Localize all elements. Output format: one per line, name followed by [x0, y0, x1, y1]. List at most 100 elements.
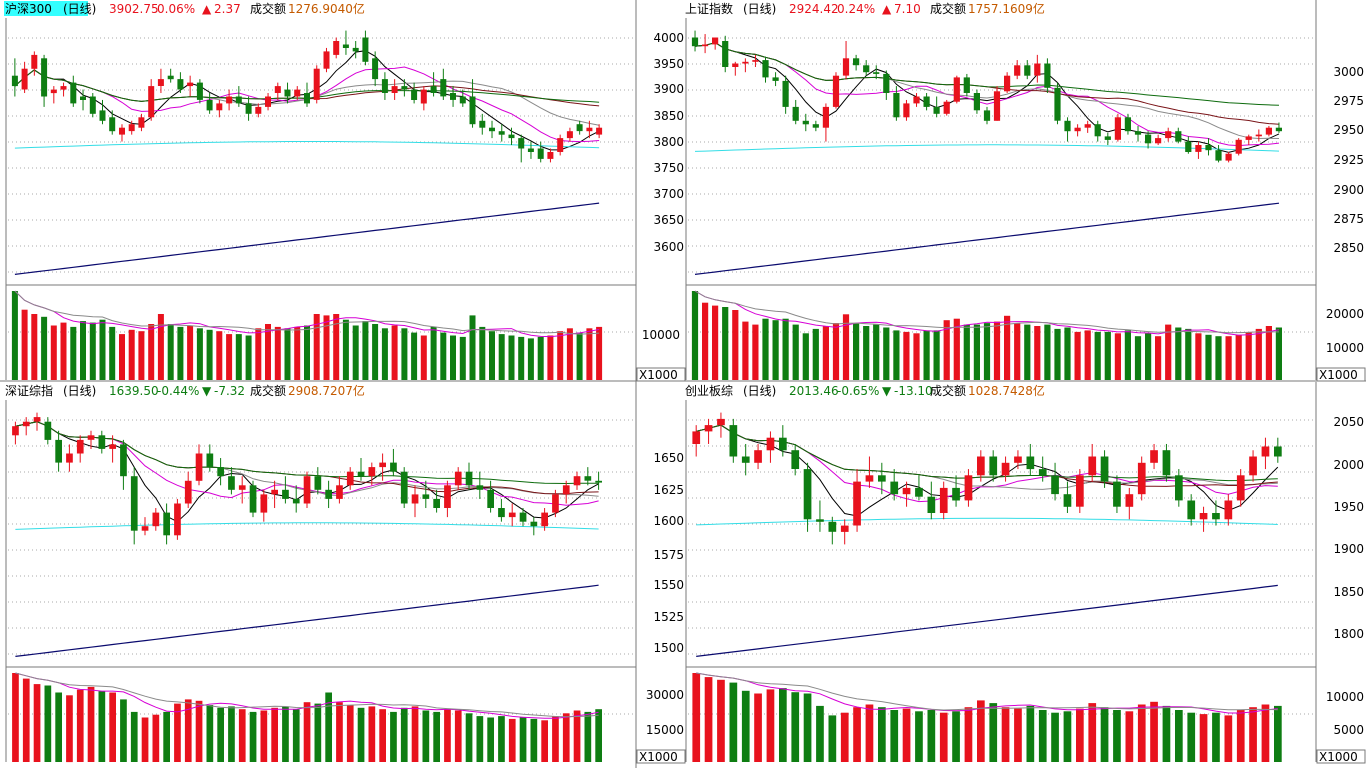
candle-up [303, 476, 311, 504]
volume-tick-right: 5000 [1333, 723, 1364, 737]
candle-up [333, 41, 340, 55]
candle-down [883, 73, 890, 93]
candle-up [964, 475, 973, 501]
candle-up [541, 512, 548, 527]
volume-bar [989, 703, 998, 762]
candle-down [1038, 469, 1047, 476]
candle-up [977, 456, 985, 476]
volume-bar [245, 335, 252, 380]
candle-up [1224, 500, 1233, 520]
unit-label: X1000 [639, 750, 678, 764]
volume-bar [228, 706, 235, 762]
volume-bar [1074, 331, 1081, 380]
volume-bar [828, 715, 837, 762]
volume-bar [433, 711, 440, 762]
candle-down [1205, 145, 1212, 151]
candle-up [1004, 75, 1011, 92]
candle-down [98, 435, 106, 449]
candle-up [586, 127, 593, 132]
candle-down [1187, 500, 1196, 520]
candle-up [547, 152, 554, 159]
index-name: 深证综指 [5, 383, 53, 398]
candle-down [722, 41, 729, 67]
candle-down [390, 462, 397, 472]
volume-bar [802, 333, 809, 380]
amount-value: 1276.9040亿 [288, 1, 365, 16]
candle-down [1064, 120, 1071, 132]
volume-bar [128, 329, 135, 380]
candle-up [903, 103, 910, 118]
volume-bar [187, 325, 194, 380]
candle-down [1100, 456, 1109, 482]
volume-tick-right: 10000 [1326, 690, 1364, 704]
candle-down [217, 467, 224, 477]
candle-down [1212, 513, 1220, 520]
price-tick-right: 1850 [1333, 585, 1364, 599]
volume-bar [576, 332, 583, 380]
candle-down [352, 47, 359, 52]
volume-bar [450, 335, 456, 380]
price-tick-left: 1650 [653, 451, 684, 465]
candle-down [530, 521, 538, 527]
candle-up [1014, 65, 1021, 76]
volume-bar [1104, 331, 1111, 380]
volume-bar [362, 321, 369, 380]
volume-bar [184, 699, 192, 762]
candle-down [782, 80, 789, 107]
volume-bar [792, 324, 799, 380]
volume-bar [1088, 703, 1097, 762]
volume-bar [70, 326, 77, 380]
volume-bar [138, 331, 145, 380]
change-percent: -0.44% [157, 384, 199, 398]
candle-down [430, 86, 437, 93]
volume-bar [12, 673, 19, 762]
volume-bar [109, 692, 116, 762]
volume-bar [1064, 327, 1071, 380]
volume-bar [313, 314, 320, 380]
volume-bar [1113, 710, 1121, 762]
candle-down [469, 96, 476, 125]
candle-down [691, 37, 699, 47]
index-price: 2013.46 [789, 384, 839, 398]
volume-bar [217, 707, 224, 762]
candle-down [1113, 481, 1121, 507]
volume-bar [530, 718, 538, 762]
candle-up [313, 68, 320, 100]
price-tick-right: 2975 [1333, 94, 1364, 108]
candle-up [119, 127, 125, 135]
volume-bar [762, 318, 769, 380]
index-price: 2924.42 [789, 2, 839, 16]
volume-bar [702, 302, 709, 380]
volume-bar [323, 315, 330, 380]
index-price: 3902.75 [109, 2, 159, 16]
volume-bar [465, 713, 473, 762]
volume-bar [336, 702, 343, 762]
volume-bar [832, 323, 840, 380]
volume-bar [766, 689, 775, 762]
volume-bar [863, 326, 870, 380]
volume-bar [822, 326, 829, 380]
volume-bar [260, 710, 268, 762]
volume-bar [109, 326, 116, 380]
volume-bar [1063, 711, 1072, 762]
volume-bar [812, 328, 819, 380]
candle-down [576, 124, 583, 132]
candle-down [479, 120, 486, 128]
candle-up [1076, 475, 1084, 507]
candle-down [372, 58, 379, 80]
price-tick-right: 2000 [1333, 458, 1364, 472]
volume-bar [873, 324, 880, 380]
candle-up [939, 487, 948, 513]
volume-bar [741, 690, 750, 762]
candle-down [1094, 124, 1101, 137]
volume-bar [420, 335, 427, 380]
volume-bar [552, 716, 559, 762]
candle-up [1034, 63, 1041, 76]
price-tick-left: 3600 [653, 240, 684, 254]
candle-down [1175, 475, 1183, 501]
candle-up [1088, 456, 1097, 476]
volume-bar [1245, 331, 1252, 380]
unit-label: X1000 [1319, 750, 1358, 764]
candle-up [50, 89, 57, 94]
candle-up [138, 117, 145, 128]
